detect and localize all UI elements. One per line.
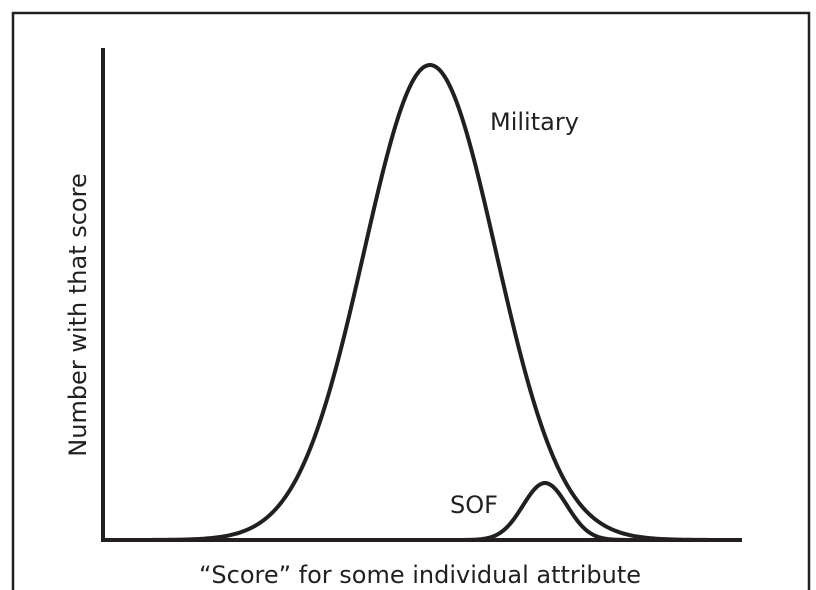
x-axis-label: “Score” for some individual attribute xyxy=(199,561,641,589)
sof-curve xyxy=(440,481,650,542)
curve-label: SOF xyxy=(450,491,498,519)
curve-label: Military xyxy=(490,108,579,136)
military-curve xyxy=(103,63,741,542)
y-axis-label: Number with that score xyxy=(64,173,92,456)
frame xyxy=(11,11,811,590)
